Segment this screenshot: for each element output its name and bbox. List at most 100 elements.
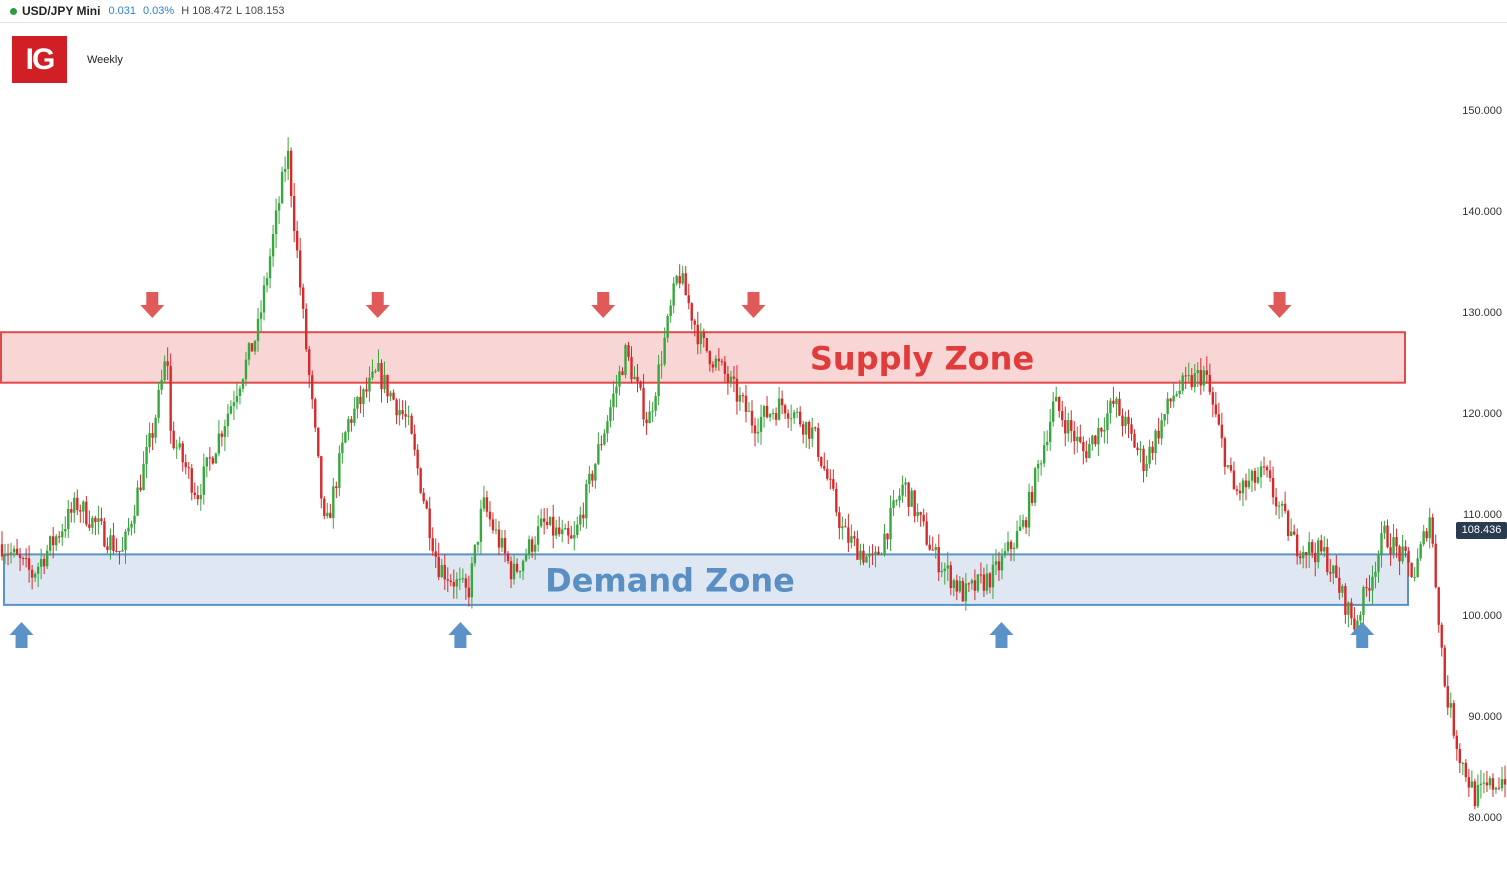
candle-body [783,405,787,414]
candle-body [329,512,332,519]
candle-body [711,364,715,368]
candle-body [681,273,684,284]
candle-body [1256,477,1260,483]
candle-body [133,515,136,524]
candle-body [250,343,254,352]
candle-body [919,512,922,515]
candle-body [1220,424,1224,439]
candle-body [1377,555,1380,572]
candle-body [1184,375,1187,377]
candle-body [533,544,537,552]
candle-body [1238,490,1242,494]
candle-body [1503,779,1507,785]
instrument-header: USD/JPY Mini 0.031 0.03% H 108.472 L 108… [0,0,1507,23]
candle-body [970,580,974,584]
candle-body [1365,587,1368,589]
candle-body [678,276,681,284]
candle-body [982,574,986,591]
candle-body [229,406,233,414]
candle-body [350,419,353,423]
candle-body [582,514,585,519]
candle-body [48,536,52,551]
candle-body [497,529,501,548]
candle-body [624,345,627,375]
candle-body [988,573,992,588]
candle-body [27,558,31,570]
candle-body [0,544,4,557]
candle-body [488,511,492,520]
candle-body [265,278,269,286]
candle-body [1277,505,1281,507]
candle-body [1244,480,1248,488]
candle-body [1051,401,1055,422]
candle-body [639,381,642,388]
candle-body [1033,468,1037,503]
candle-body [1323,547,1326,552]
candle-body [1476,785,1480,807]
candle-body [94,517,97,523]
candle-body [238,388,242,396]
candle-body [594,463,597,481]
candle-body [829,478,832,480]
candle-body [1154,430,1157,454]
candle-body [1289,531,1293,536]
candle-body [774,413,778,420]
candle-body [1148,446,1151,464]
candle-body [660,364,663,366]
candle-body [808,421,811,439]
candle-body [512,563,516,580]
candle-body [886,533,889,540]
candle-body [1320,540,1323,552]
candle-body [217,433,221,454]
candle-body [850,536,853,543]
candle-body [1350,602,1353,619]
candle-body [705,337,709,352]
candle-body [1175,394,1178,396]
candle-body [823,466,826,469]
candle-body [729,376,733,383]
candle-body [55,536,58,546]
candle-body [976,574,980,591]
candle-body [817,427,820,457]
candle-body [672,283,675,306]
candle-body [1169,398,1172,402]
timeframe-label: Weekly [87,54,123,66]
candle-body [1359,615,1362,621]
instrument-symbol[interactable]: USD/JPY Mini [22,4,101,18]
candle-body [606,421,609,434]
demand-zone [3,553,1409,606]
candle-body [1458,748,1462,764]
candle-body [561,529,564,535]
candle-body [389,392,392,397]
candle-body [1151,446,1154,454]
candle-body [786,413,790,419]
candle-body [380,362,383,390]
candle-body [410,415,413,434]
candle-body [765,405,769,418]
candle-body [1344,586,1347,615]
candle-body [841,526,844,529]
candle-body [1211,392,1215,405]
candle-body [1298,556,1302,559]
candle-body [1226,465,1230,467]
candle-body [392,392,395,400]
current-price-tag: 108.436 [1456,522,1507,539]
candle-body [286,150,290,169]
candle-body [994,561,998,565]
candle-body [332,486,335,519]
candle-body [663,337,666,365]
price-change: 0.031 [108,5,136,17]
candle-body [419,468,422,493]
candle-body [612,393,615,408]
candle-body [1473,781,1477,807]
candle-body [1389,547,1392,554]
candle-body [407,415,410,417]
candle-body [1006,541,1010,552]
candle-body [256,318,260,342]
candle-body [458,578,462,580]
candle-body [868,553,871,557]
candle-body [696,324,699,345]
candle-body [747,410,751,412]
candle-body [79,510,82,512]
